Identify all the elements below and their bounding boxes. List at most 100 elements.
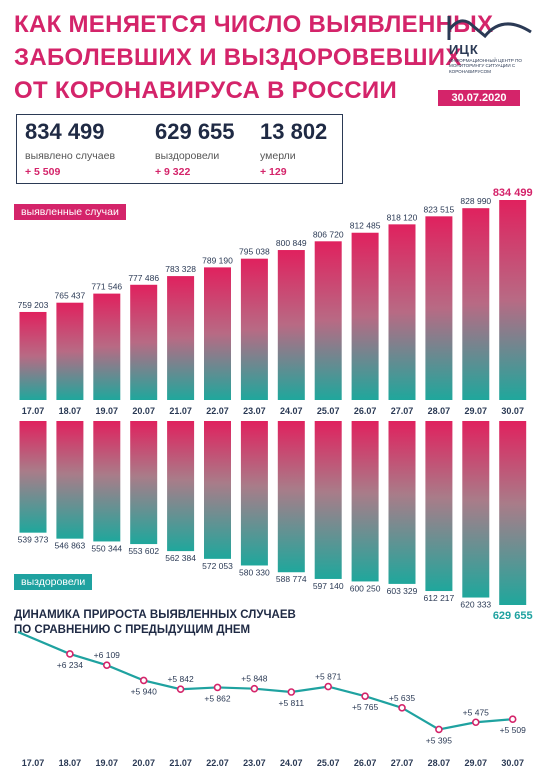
growth-value-label: +6 234 xyxy=(57,660,84,670)
growth-category-label: 20.07 xyxy=(132,758,155,768)
stat-confirmed: 834 499 выявлено случаев + 5 509 xyxy=(25,119,115,178)
stat-confirmed-label: выявлено случаев xyxy=(25,150,116,162)
growth-category-label: 21.07 xyxy=(169,758,192,768)
confirmed-category-label: 18.07 xyxy=(59,406,82,416)
confirmed-bar xyxy=(204,267,231,400)
growth-point xyxy=(213,683,222,692)
stat-deaths-value: 13 802 xyxy=(260,119,328,144)
confirmed-value-label: 823 515 xyxy=(424,204,455,214)
growth-value-label: +5 842 xyxy=(167,674,194,684)
stat-deaths-label: умерли xyxy=(260,150,296,162)
confirmed-value-label: 795 038 xyxy=(239,247,270,257)
growth-point xyxy=(324,682,333,691)
growth-category-label: 28.07 xyxy=(428,758,451,768)
growth-value-label: +5 940 xyxy=(131,686,158,696)
growth-point xyxy=(103,661,111,669)
growth-point xyxy=(250,684,259,693)
recovered-bar xyxy=(499,421,527,605)
growth-point xyxy=(66,650,74,658)
growth-value-label: +5 871 xyxy=(315,672,342,682)
growth-category-label: 18.07 xyxy=(59,758,82,768)
recovered-bar xyxy=(314,421,342,579)
growth-point xyxy=(361,692,369,700)
confirmed-value-label: 759 203 xyxy=(18,300,49,310)
recovered-value-label: 539 373 xyxy=(18,535,49,545)
growth-value-label: +5 811 xyxy=(278,698,304,708)
confirmed-value-label: 777 486 xyxy=(128,273,159,283)
growth-point xyxy=(398,704,406,712)
confirmed-category-label: 25.07 xyxy=(317,406,340,416)
recovered-bar xyxy=(240,421,268,566)
confirmed-bar xyxy=(240,258,268,400)
growth-value-label: +6 109 xyxy=(94,650,121,660)
confirmed-bars: 759 203 17.07 765 437 18.07 771 546 19.07 777 … xyxy=(18,187,533,416)
confirmed-value-label: 812 485 xyxy=(350,221,381,231)
recovered-bar xyxy=(351,421,379,582)
stat-confirmed-delta: + 5 509 xyxy=(25,166,61,178)
growth-category-label: 27.07 xyxy=(391,758,414,768)
mountain-line-logo-icon xyxy=(447,16,532,40)
confirmed-value-label: 828 990 xyxy=(460,196,491,206)
dynamics-title-line-1: ДИНАМИКА ПРИРОСТА ВЫЯВЛЕННЫХ СЛУЧАЕВ xyxy=(14,609,296,621)
page-title: КАК МЕНЯЕТСЯ ЧИСЛО ВЫЯВЛЕННЫХ ЗАБОЛЕВШИХ… xyxy=(14,8,494,107)
growth-category-label: 30.07 xyxy=(501,758,524,768)
confirmed-category-label: 17.07 xyxy=(22,406,45,416)
recovered-bar xyxy=(93,421,121,542)
recovered-value-label: 629 655 xyxy=(493,610,533,622)
growth-category-label: 24.07 xyxy=(280,758,303,768)
confirmed-value-label: 783 328 xyxy=(165,264,196,274)
growth-line-stub xyxy=(17,630,71,655)
confirmed-category-label: 29.07 xyxy=(465,406,488,416)
confirmed-value-label: 771 546 xyxy=(91,282,122,292)
growth-category-label: 29.07 xyxy=(465,758,488,768)
confirmed-category-label: 30.07 xyxy=(501,406,524,416)
growth-value-label: +5 395 xyxy=(426,735,453,745)
growth-point xyxy=(471,718,480,727)
confirmed-value-label: 818 120 xyxy=(387,212,418,222)
recovered-value-label: 553 602 xyxy=(128,546,159,556)
recovered-bar xyxy=(388,421,416,584)
growth-line-chart: +6 234 +6 109 +5 940 +5 842 +5 862 +5 848 +5 8… xyxy=(17,630,526,768)
confirmed-bar xyxy=(19,311,47,400)
growth-value-label: +5 862 xyxy=(204,693,231,703)
dynamics-title-line-2: ПО СРАВНЕНИЮ С ПРЕДЫДУЩИМ ДНЕМ xyxy=(14,624,251,636)
summary-box: 834 499 выявлено случаев + 5 509 629 655… xyxy=(16,114,343,184)
growth-point xyxy=(435,725,443,734)
recovered-bar xyxy=(425,421,453,592)
growth-category-label: 23.07 xyxy=(243,758,266,768)
recovered-bar xyxy=(19,421,47,533)
recovered-value-label: 600 250 xyxy=(350,583,381,593)
recovered-bar xyxy=(204,421,231,559)
growth-value-label: +5 765 xyxy=(352,702,379,712)
dynamics-title: ДИНАМИКА ПРИРОСТА ВЫЯВЛЕННЫХ СЛУЧАЕВ ПО … xyxy=(14,608,296,638)
growth-value-label: +5 848 xyxy=(241,674,268,684)
recovered-bar xyxy=(130,421,158,545)
recovered-value-label: 603 329 xyxy=(387,586,418,596)
confirmed-category-label: 26.07 xyxy=(354,406,377,416)
growth-point xyxy=(508,715,517,723)
title-line-2: ЗАБОЛЕВШИХ И ВЫЗДОРОВЕВШИХ xyxy=(14,44,462,71)
recovered-bars: 539 373 546 863 550 344 553 602 562 384 572 0… xyxy=(18,421,533,622)
stat-recovered: 629 655 выздоровели + 9 322 xyxy=(155,119,235,178)
logo-name: ИЦК xyxy=(449,42,479,57)
recovered-value-label: 572 053 xyxy=(202,561,233,571)
confirmed-bar xyxy=(277,250,305,400)
title-line-1: КАК МЕНЯЕТСЯ ЧИСЛО ВЫЯВЛЕННЫХ xyxy=(14,11,494,38)
growth-value-label: +5 635 xyxy=(389,693,416,703)
date-badge: 30.07.2020 xyxy=(438,90,520,106)
confirmed-value-label: 834 499 xyxy=(493,187,533,199)
growth-point xyxy=(139,676,148,685)
confirmed-bar xyxy=(351,232,379,400)
confirmed-bar xyxy=(93,293,121,400)
recovered-bar xyxy=(56,421,84,539)
confirmed-bar xyxy=(56,302,84,400)
growth-category-label: 19.07 xyxy=(96,758,119,768)
confirmed-category-label: 20.07 xyxy=(132,406,155,416)
stat-deaths-delta: + 129 xyxy=(260,166,287,178)
confirmed-category-label: 24.07 xyxy=(280,406,303,416)
recovered-bar xyxy=(462,421,490,598)
confirmed-category-label: 19.07 xyxy=(96,406,119,416)
recovered-value-label: 620 333 xyxy=(460,600,491,610)
growth-category-label: 25.07 xyxy=(317,758,340,768)
